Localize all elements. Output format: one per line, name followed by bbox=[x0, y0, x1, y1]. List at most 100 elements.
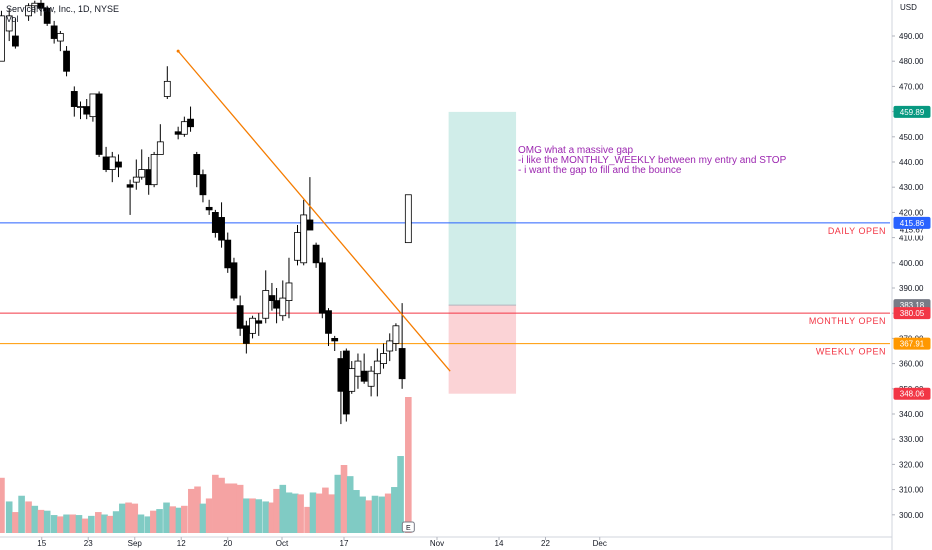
volume-bar bbox=[346, 476, 354, 533]
price-badge bbox=[893, 307, 931, 320]
price-tick-label: 330.00 bbox=[899, 435, 924, 444]
time-tick-label: 20 bbox=[223, 539, 232, 548]
candle-body bbox=[268, 295, 276, 301]
long-position-tool[interactable] bbox=[448, 111, 517, 394]
price-badge-label: 367.91 bbox=[900, 340, 925, 349]
volume-bar bbox=[205, 498, 213, 533]
candle-body bbox=[199, 174, 207, 196]
price-tick-label: 410.00 bbox=[899, 234, 924, 243]
time-tick-label: 14 bbox=[495, 539, 504, 548]
trendline[interactable] bbox=[176, 49, 451, 372]
volume-bars bbox=[0, 397, 412, 533]
price-tick-label: 440.00 bbox=[899, 158, 924, 167]
volume-bar bbox=[315, 493, 323, 533]
price-tick-label: 490.00 bbox=[899, 32, 924, 41]
candle-body bbox=[126, 184, 134, 188]
volume-bar bbox=[5, 501, 13, 533]
candle-body bbox=[218, 217, 225, 241]
candle-body bbox=[230, 262, 238, 299]
price-badge-label: 348.06 bbox=[900, 390, 925, 399]
candle-body bbox=[285, 282, 293, 301]
volume-bar bbox=[309, 492, 317, 533]
annotation-text[interactable]: OMG what a massive gap -i like the MONTH… bbox=[518, 146, 786, 176]
time-tick-label: 15 bbox=[37, 539, 46, 548]
volume-bar bbox=[101, 514, 108, 533]
volume-bar bbox=[18, 495, 25, 533]
volume-bar bbox=[144, 516, 152, 533]
candle-body bbox=[63, 50, 70, 72]
candle-body bbox=[331, 337, 339, 342]
candle-body bbox=[294, 232, 301, 261]
volume-bar bbox=[371, 495, 379, 533]
volume-bar bbox=[224, 483, 232, 533]
candle-body bbox=[193, 154, 201, 176]
volume-bar bbox=[63, 514, 70, 533]
volume-bar bbox=[137, 514, 145, 533]
volume-bar bbox=[50, 515, 58, 533]
candle-body bbox=[150, 154, 158, 186]
currency-label: USD bbox=[900, 3, 917, 12]
price-badge-label: 380.05 bbox=[900, 309, 925, 318]
volume-bar bbox=[249, 498, 256, 533]
candle-body bbox=[77, 106, 84, 108]
volume-bar bbox=[328, 494, 335, 533]
price-tick-label: 430.00 bbox=[899, 183, 924, 192]
candle-body bbox=[373, 360, 381, 375]
volume-bar bbox=[304, 506, 311, 533]
candle-body bbox=[187, 118, 194, 128]
volume-bar bbox=[353, 490, 360, 533]
volume-bar bbox=[230, 483, 238, 533]
volume-bar bbox=[236, 484, 244, 533]
candle-body bbox=[262, 290, 270, 319]
volume-bar bbox=[12, 512, 19, 533]
candle-body bbox=[95, 93, 103, 155]
volume-bar bbox=[75, 515, 83, 533]
annotation-line: - i want the gap to fill and the bounce bbox=[518, 165, 682, 176]
volume-bar bbox=[119, 503, 126, 533]
trendline-handle bbox=[176, 49, 180, 53]
candle-body bbox=[386, 340, 394, 352]
volume-bar bbox=[175, 507, 183, 533]
candle-body bbox=[56, 33, 64, 42]
candle-body bbox=[115, 161, 122, 168]
time-tick-label: Dec bbox=[593, 539, 607, 548]
volume-bar bbox=[378, 496, 386, 533]
volume-bar bbox=[181, 505, 188, 533]
volume-bar bbox=[43, 510, 51, 533]
price-tick-label: 360.00 bbox=[899, 360, 924, 369]
candle-body bbox=[37, 2, 45, 9]
candle-body bbox=[25, 5, 32, 17]
volume-bar bbox=[156, 509, 163, 533]
candle-body bbox=[312, 244, 320, 264]
level-label: DAILY OPEN bbox=[828, 226, 886, 236]
candle-body bbox=[5, 15, 13, 32]
volume-bar bbox=[163, 502, 170, 533]
candle-body bbox=[249, 317, 256, 334]
time-tick-label: 22 bbox=[541, 539, 550, 548]
volume-bar bbox=[194, 486, 201, 533]
volume-bar bbox=[218, 477, 225, 533]
horizontal-levels: DAILY OPEN MONTHLY OPEN WEEKLY OPEN bbox=[0, 222, 890, 357]
candle-body bbox=[89, 93, 97, 118]
candle-body bbox=[404, 194, 412, 244]
volume-bar bbox=[169, 506, 177, 533]
candle-body bbox=[380, 353, 387, 364]
candle-body bbox=[174, 131, 182, 135]
volume-bar bbox=[262, 501, 270, 533]
volume-bar bbox=[25, 501, 32, 533]
volume-bar bbox=[106, 515, 114, 533]
volume-bar bbox=[365, 500, 373, 533]
candle-body bbox=[236, 305, 244, 329]
price-badge bbox=[893, 337, 931, 350]
annotation-line: OMG what a massive gap bbox=[518, 145, 634, 156]
candle-body bbox=[43, 7, 51, 24]
candles bbox=[0, 0, 412, 425]
volume-bar bbox=[268, 502, 276, 533]
volume-bar bbox=[359, 496, 366, 533]
volume-bar bbox=[88, 515, 95, 533]
annotation-line: -i like the MONTHLY_WEEKLY between my en… bbox=[518, 155, 787, 166]
volume-bar bbox=[0, 477, 5, 533]
time-tick-label: 23 bbox=[84, 539, 93, 548]
volume-bar bbox=[188, 488, 195, 533]
